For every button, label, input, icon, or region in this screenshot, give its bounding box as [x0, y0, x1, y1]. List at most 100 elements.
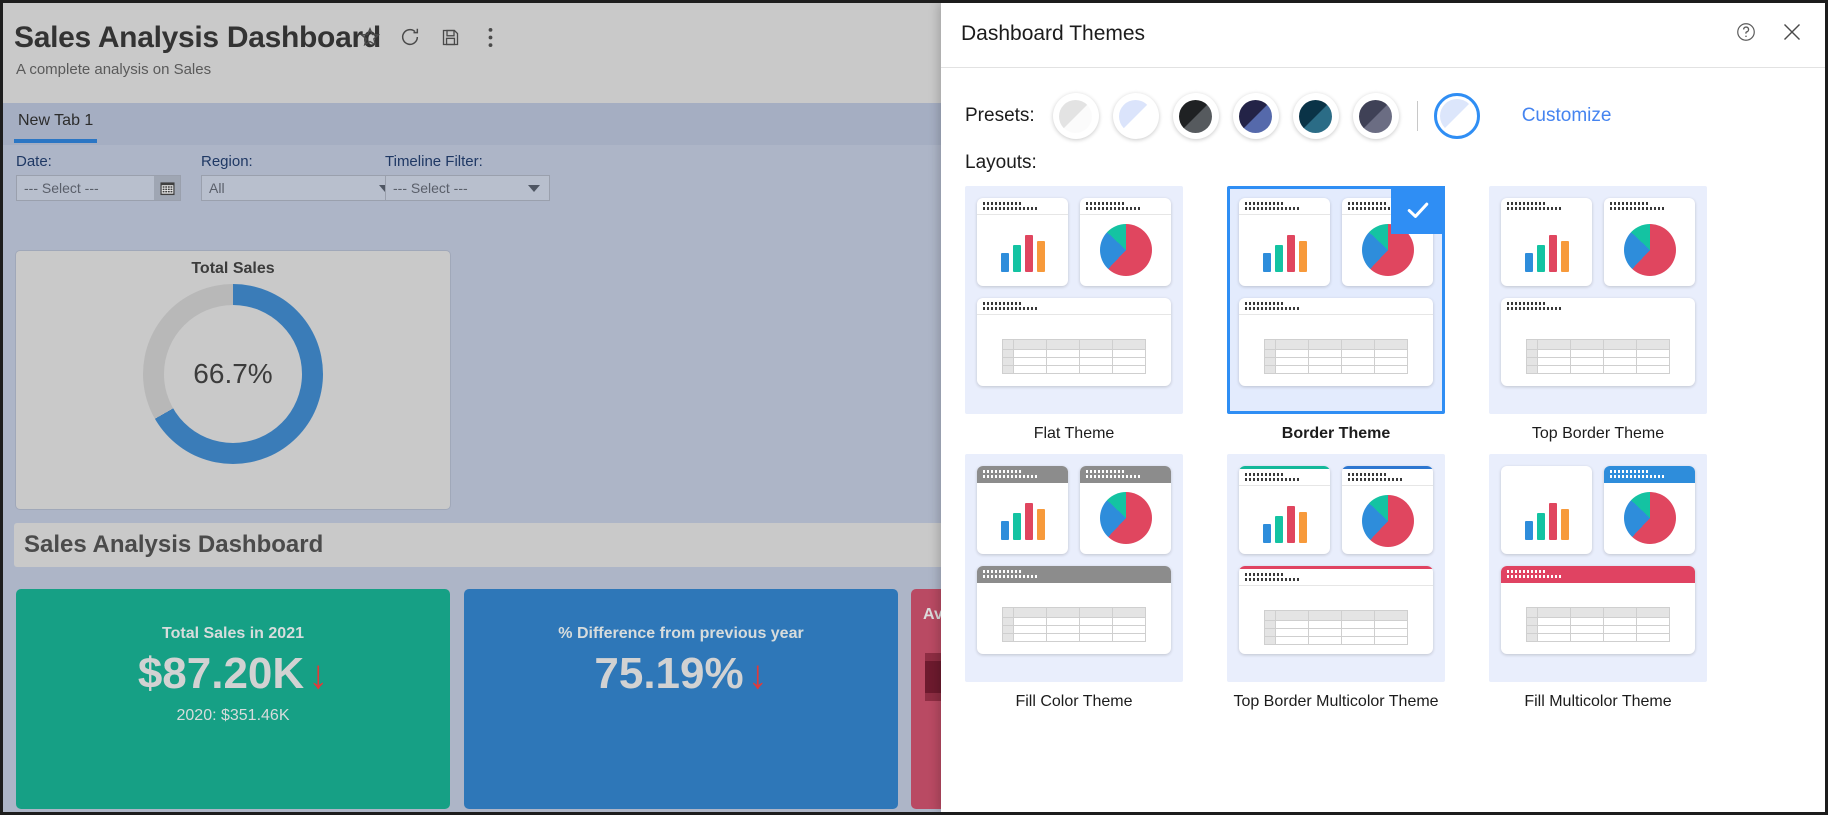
- customize-link[interactable]: Customize: [1521, 105, 1612, 126]
- layout-option-6: Fill Multicolor Theme: [1489, 454, 1707, 712]
- more-options-icon[interactable]: [478, 25, 502, 49]
- mini-table-cell: [1264, 620, 1277, 629]
- mini-widget-body: [977, 583, 1171, 654]
- placeholder-text-line: [1245, 207, 1299, 210]
- mini-table-cell: [1537, 633, 1572, 642]
- save-icon[interactable]: [438, 25, 462, 49]
- refresh-icon[interactable]: [398, 25, 422, 49]
- mini-table-cell: [1570, 365, 1604, 374]
- mini-table-cell: [1275, 610, 1310, 621]
- close-icon[interactable]: [1777, 17, 1807, 47]
- filter-region: Region: All: [201, 153, 401, 201]
- preset-dark-teal[interactable]: [1292, 93, 1339, 139]
- preset-dark-teal-fill: [1299, 99, 1333, 133]
- preset-light-blue[interactable]: [1112, 93, 1159, 139]
- mini-bar: [1262, 252, 1271, 272]
- mini-table-cell: [1373, 339, 1408, 350]
- preset-light-gray[interactable]: [1052, 93, 1099, 139]
- mini-table-cell: [1570, 607, 1604, 618]
- dashboard-themes-panel: Dashboard Themes: [941, 3, 1825, 812]
- preset-dark-slate-fill: [1359, 99, 1393, 133]
- mini-bar: [1012, 245, 1021, 272]
- placeholder-text-line: [1348, 473, 1388, 476]
- mini-table-row: [1002, 357, 1146, 366]
- filter-region-label: Region:: [201, 153, 253, 170]
- dashboard-header: Sales Analysis Dashboard A complete anal…: [3, 3, 1103, 103]
- check-icon: [1391, 186, 1445, 234]
- mini-bar: [1560, 508, 1569, 540]
- layout-card[interactable]: [1489, 454, 1707, 682]
- layout-option-2: Border Theme: [1227, 186, 1445, 444]
- tab-new-tab-1[interactable]: New Tab 1: [14, 108, 98, 143]
- mini-table-cell: [1526, 349, 1539, 358]
- region-dropdown[interactable]: All: [201, 175, 401, 201]
- kpi-total-sales[interactable]: Total Sales in 2021 $87.20K ↓ 2020: $351.…: [16, 589, 450, 809]
- mini-table-cell: [1275, 349, 1310, 358]
- placeholder-text-line: [1610, 202, 1650, 205]
- mini-card-row: [1239, 466, 1433, 554]
- mini-widget-bar: [1239, 466, 1330, 554]
- timeline-dropdown[interactable]: --- Select ---: [385, 175, 550, 201]
- trend-down-icon: ↓: [747, 653, 768, 697]
- placeholder-text-line: [983, 202, 1023, 205]
- kpi-pct-difference[interactable]: % Difference from previous year 75.19% ↓: [464, 589, 898, 809]
- favorite-star-icon[interactable]: [358, 25, 382, 49]
- preset-current[interactable]: [1433, 93, 1480, 139]
- mini-table-cell: [1046, 365, 1080, 374]
- section-title: Sales Analysis Dashboard: [24, 531, 324, 558]
- placeholder-text-line: [1610, 207, 1664, 210]
- mini-widget-table: [1239, 566, 1433, 654]
- placeholder-text-line: [983, 302, 1023, 305]
- mini-table-row: [1002, 625, 1146, 634]
- mini-table-row: [1526, 357, 1670, 366]
- mini-table-cell: [1308, 365, 1342, 374]
- mini-table-cell: [1264, 610, 1277, 621]
- mini-table-cell: [1635, 365, 1670, 374]
- mini-table-row: [1526, 349, 1670, 358]
- preset-dark-indigo[interactable]: [1232, 93, 1279, 139]
- mini-table-cell: [1264, 357, 1277, 366]
- mini-table-cell: [1526, 625, 1539, 634]
- mini-table-cell: [1275, 357, 1310, 366]
- mini-widget-body: [977, 215, 1068, 286]
- mini-table-cell: [1537, 617, 1572, 626]
- layout-card[interactable]: [1227, 454, 1445, 682]
- mini-table-cell: [1570, 349, 1604, 358]
- mini-widget-body: [1239, 315, 1433, 386]
- mini-table-cell: [1111, 365, 1146, 374]
- mini-widget-table: [977, 566, 1171, 654]
- layout-card[interactable]: [965, 454, 1183, 682]
- preset-dark-black[interactable]: [1172, 93, 1219, 139]
- mini-bar: [1536, 245, 1545, 272]
- mini-table-row: [1002, 633, 1146, 642]
- mini-table-cell: [1264, 636, 1277, 645]
- placeholder-text-line: [1348, 207, 1402, 210]
- mini-table-cell: [1570, 339, 1604, 350]
- layout-card[interactable]: [965, 186, 1183, 414]
- mini-card-header: [977, 466, 1068, 483]
- mini-table-cell: [1570, 633, 1604, 642]
- placeholder-text-line: [1245, 307, 1299, 310]
- mini-table-cell: [1340, 357, 1375, 366]
- mini-widget-pie: [1080, 198, 1171, 286]
- panel-body: Presets: Customize Layouts: Flat Theme Bo…: [941, 68, 1825, 712]
- date-input[interactable]: --- Select ---: [16, 175, 181, 201]
- mini-table-cell: [1602, 349, 1637, 358]
- filter-date: Date: --- Select ---: [16, 153, 181, 201]
- panel-header: Dashboard Themes: [941, 3, 1825, 68]
- mini-table-cell: [1635, 633, 1670, 642]
- mini-widget-bar: [1239, 198, 1330, 286]
- mini-table-cell: [1111, 357, 1146, 366]
- layout-card[interactable]: [1227, 186, 1445, 414]
- layout-card[interactable]: [1489, 186, 1707, 414]
- mini-card-header: [1342, 198, 1433, 215]
- mini-widget-bar: [977, 198, 1068, 286]
- preset-dark-slate[interactable]: [1352, 93, 1399, 139]
- calendar-icon[interactable]: [154, 176, 180, 200]
- help-icon[interactable]: [1731, 17, 1761, 47]
- mini-table-cell: [1340, 610, 1375, 621]
- mini-table-cell: [1340, 636, 1375, 645]
- total-sales-gauge-widget[interactable]: Total Sales 66.7%: [16, 251, 450, 509]
- mini-table-cell: [1635, 349, 1670, 358]
- mini-table-cell: [1373, 610, 1408, 621]
